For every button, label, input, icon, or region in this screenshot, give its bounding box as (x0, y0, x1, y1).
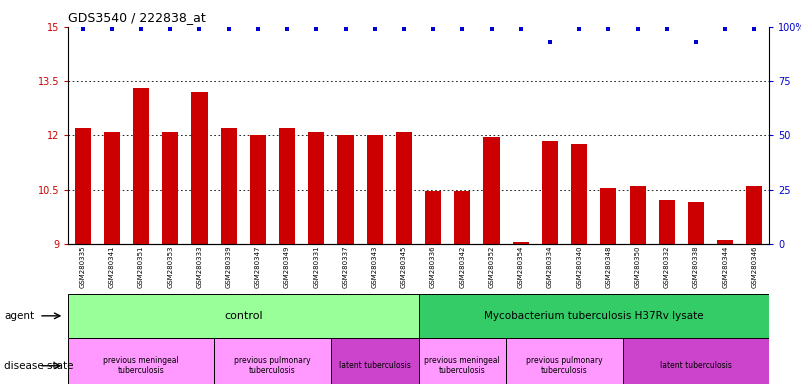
Bar (454, 191, 470, 244)
Bar (747, 186, 763, 244)
Text: agent: agent (4, 311, 34, 321)
Point (485, 26, 498, 32)
Point (631, 26, 644, 32)
Bar (74, 128, 91, 244)
Point (397, 26, 410, 32)
Point (339, 26, 352, 32)
Bar (68, 294, 418, 338)
Bar (191, 92, 207, 244)
Point (544, 39, 557, 45)
Bar (308, 132, 324, 244)
Bar (250, 136, 266, 244)
Bar (600, 188, 617, 244)
Bar (542, 141, 558, 244)
Bar (396, 132, 412, 244)
Bar (367, 136, 383, 244)
Point (193, 26, 206, 32)
Bar (630, 186, 646, 244)
Text: control: control (224, 311, 263, 321)
Bar (571, 144, 587, 244)
Point (690, 39, 702, 45)
Point (106, 26, 119, 32)
Bar (331, 338, 418, 384)
Bar (133, 88, 149, 244)
Point (718, 26, 731, 32)
Point (660, 26, 673, 32)
Text: latent tuberculosis: latent tuberculosis (660, 361, 732, 370)
Point (252, 26, 264, 32)
Bar (68, 338, 214, 384)
Text: Mycobacterium tuberculosis H37Rv lysate: Mycobacterium tuberculosis H37Rv lysate (484, 311, 703, 321)
Bar (623, 338, 769, 384)
Text: previous meningeal
tuberculosis: previous meningeal tuberculosis (103, 356, 179, 376)
Point (748, 26, 761, 32)
Text: previous meningeal
tuberculosis: previous meningeal tuberculosis (425, 356, 500, 376)
Bar (279, 128, 295, 244)
Bar (220, 128, 237, 244)
Point (310, 26, 323, 32)
Point (135, 26, 147, 32)
Point (573, 26, 586, 32)
Bar (484, 137, 500, 244)
Text: disease state: disease state (4, 361, 74, 371)
Bar (214, 338, 331, 384)
Point (602, 26, 614, 32)
Text: GDS3540 / 222838_at: GDS3540 / 222838_at (68, 11, 206, 24)
Point (280, 26, 293, 32)
Point (223, 26, 235, 32)
Bar (513, 242, 529, 244)
Bar (425, 191, 441, 244)
Point (368, 26, 381, 32)
Text: previous pulmonary
tuberculosis: previous pulmonary tuberculosis (526, 356, 603, 376)
Bar (688, 202, 704, 244)
Bar (506, 338, 623, 384)
Point (456, 26, 469, 32)
Bar (104, 132, 120, 244)
Text: latent tuberculosis: latent tuberculosis (339, 361, 411, 370)
Bar (418, 294, 769, 338)
Point (514, 26, 527, 32)
Bar (418, 338, 506, 384)
Point (76, 26, 89, 32)
Point (427, 26, 440, 32)
Text: previous pulmonary
tuberculosis: previous pulmonary tuberculosis (234, 356, 311, 376)
Bar (337, 136, 353, 244)
Bar (717, 240, 733, 244)
Bar (658, 200, 674, 244)
Point (164, 26, 177, 32)
Bar (163, 132, 179, 244)
